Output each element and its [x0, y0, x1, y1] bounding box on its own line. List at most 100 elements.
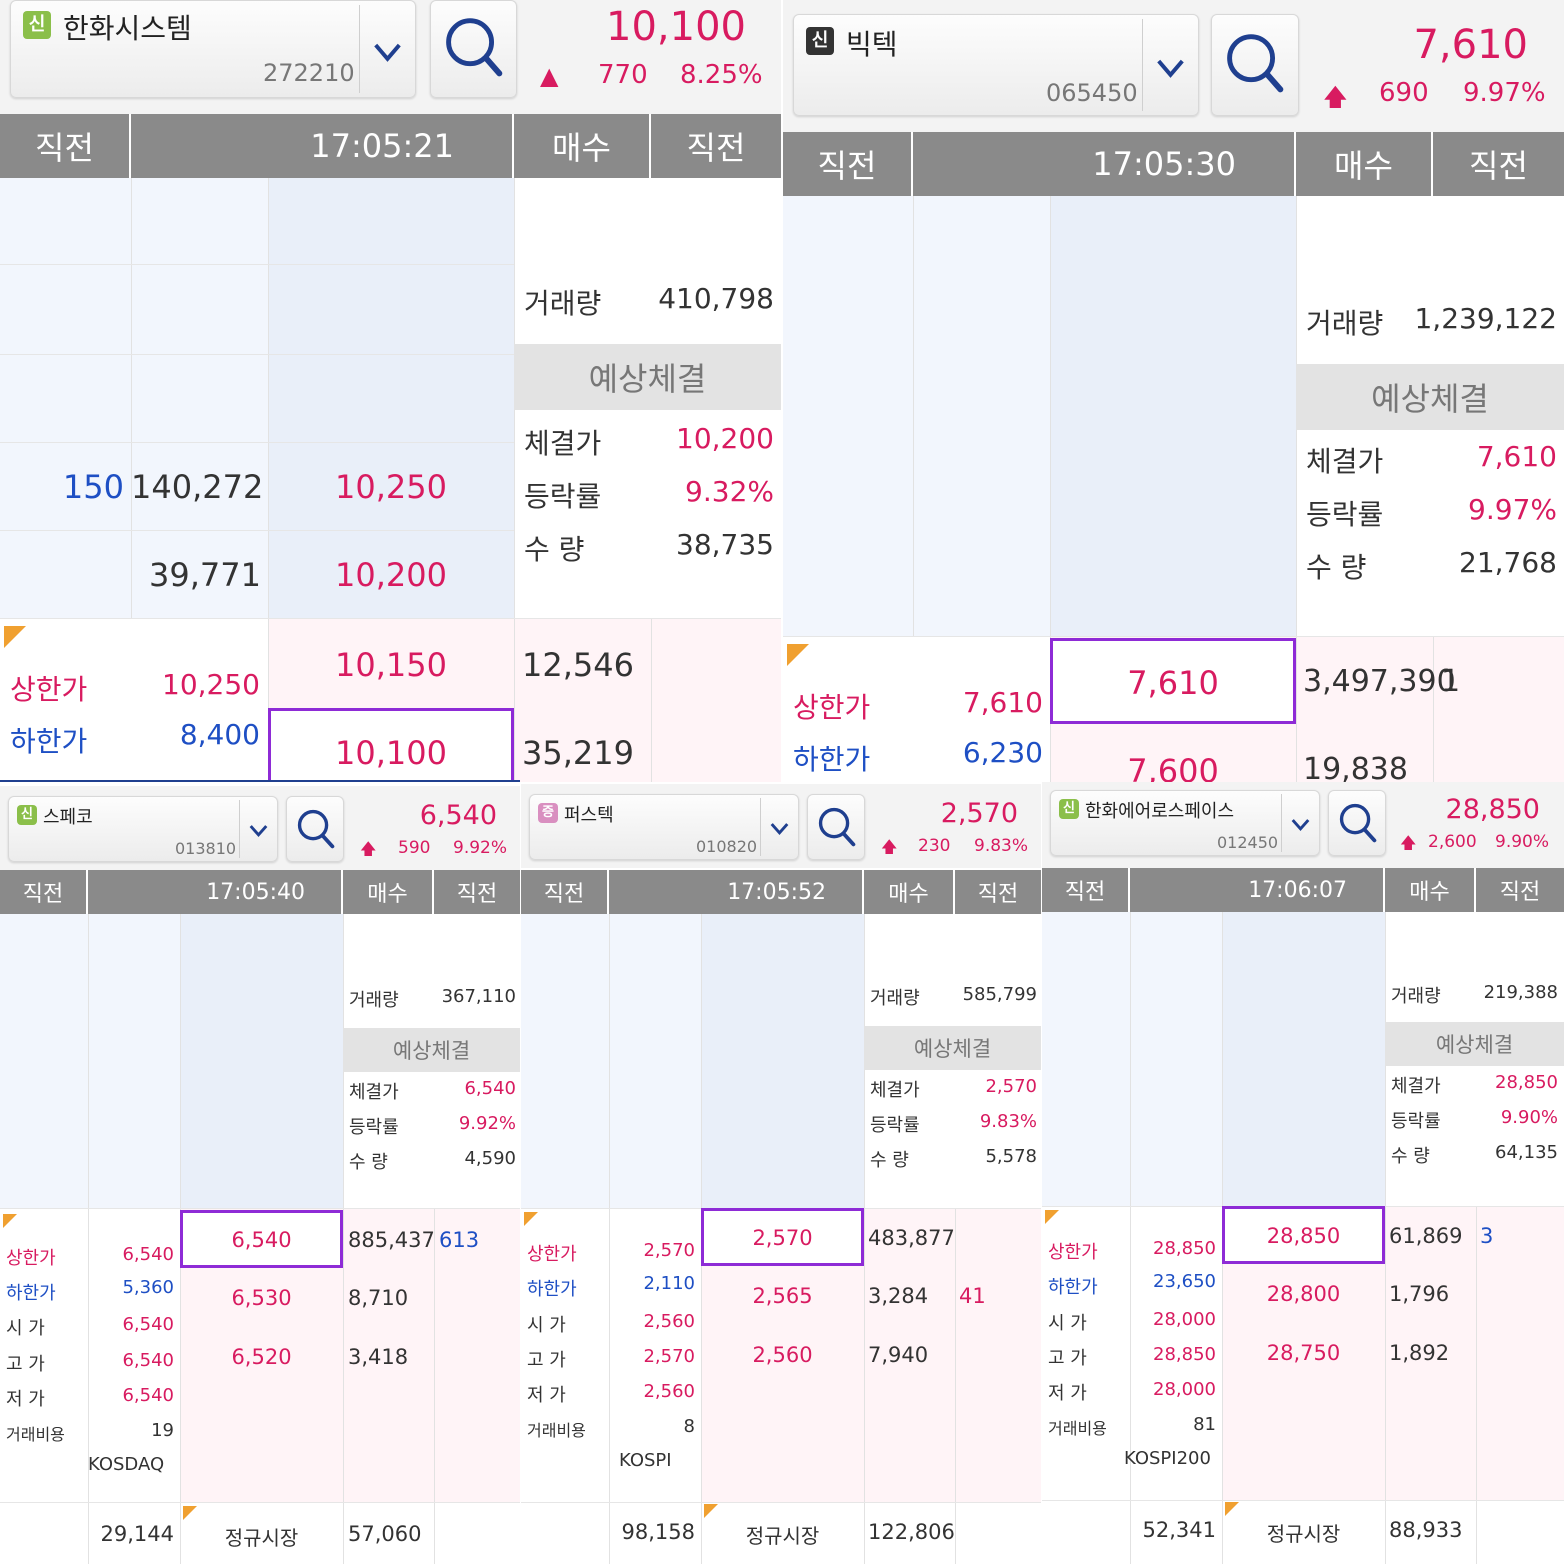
chevron-down-icon[interactable]	[1281, 794, 1319, 852]
bid-price[interactable]: 10,100	[335, 734, 447, 772]
bid-price[interactable]: 6,520	[231, 1345, 292, 1369]
bid-price[interactable]: 2,560	[752, 1343, 813, 1367]
info-label: 시 가	[1048, 1313, 1087, 1334]
exp-rate: 9.97%	[1468, 493, 1557, 526]
info-label: 하한가	[6, 1283, 56, 1304]
stock-header: 증 퍼스텍 010820 2,570 🡅 230 9.83%	[521, 784, 1041, 868]
stock-panel-1: 신 한화시스템 272210 10,100 ▲ 770 8.25% 직전 17:…	[0, 0, 781, 782]
current-price: 6,540	[419, 800, 497, 831]
bid-price[interactable]: 28,850	[1266, 1224, 1341, 1248]
info-value: 2,560	[643, 1311, 695, 1332]
exp-price: 28,850	[1495, 1072, 1558, 1093]
bid-total: 88,933	[1389, 1518, 1463, 1542]
info-value: 6,540	[122, 1314, 174, 1335]
chevron-down-icon[interactable]	[359, 5, 415, 93]
bid-qty: 19,838	[1303, 752, 1408, 782]
current-price-box[interactable]	[1050, 638, 1296, 724]
chevron-down-icon[interactable]	[1142, 19, 1198, 111]
bid-price[interactable]: 28,800	[1266, 1282, 1341, 1306]
corner-marker	[3, 1214, 17, 1228]
search-button[interactable]	[1328, 790, 1386, 856]
session-label: 정규시장	[1266, 1522, 1341, 1546]
credit-badge: 신	[17, 805, 37, 825]
bid-price[interactable]: 10,150	[335, 646, 447, 684]
exp-price: 10,200	[676, 422, 774, 455]
stock-code: 013810	[175, 839, 237, 858]
orderbook-column-header: 직전 17:05:52 매수 직전	[521, 870, 1041, 914]
bid-prev-qty: 1	[1441, 664, 1461, 699]
stock-code: 272210	[263, 59, 355, 87]
stock-name: 한화시스템	[63, 12, 192, 45]
bid-price[interactable]: 6,530	[231, 1286, 292, 1310]
exp-price: 7,610	[1476, 440, 1557, 473]
info-value: 19	[151, 1420, 174, 1441]
bid-qty: 1,796	[1389, 1282, 1450, 1306]
volume-label: 거래량	[349, 990, 399, 1011]
corner-marker	[704, 1504, 718, 1518]
search-button[interactable]	[1211, 14, 1299, 116]
exp-rate-label: 등락률	[870, 1115, 920, 1136]
bid-price[interactable]: 2,570	[752, 1226, 813, 1250]
market-label: KOSDAQ	[88, 1454, 165, 1475]
expected-title: 예상체결	[343, 1028, 520, 1072]
info-value: 23,650	[1153, 1271, 1216, 1292]
exp-qty-label: 수 량	[870, 1150, 909, 1171]
stock-selector[interactable]: 신 한화에어로스페이스 012450	[1050, 790, 1320, 856]
stock-selector[interactable]: 신 빅텍 065450	[793, 14, 1199, 116]
volume-label: 거래량	[524, 287, 602, 320]
upper-limit: 10,250	[162, 668, 260, 701]
current-price-box[interactable]	[701, 1208, 864, 1266]
change-rate: 9.90%	[1495, 832, 1550, 852]
col-prev2: 직전	[686, 129, 746, 167]
bid-price[interactable]: 2,565	[752, 1284, 813, 1308]
exp-price-label: 체결가	[1391, 1076, 1441, 1097]
search-icon	[1339, 803, 1377, 843]
stock-panel-5: 신 한화에어로스페이스 012450 28,850 🡅 2,600 9.90% …	[1042, 782, 1564, 1564]
bid-price[interactable]: 6,540	[231, 1228, 292, 1252]
expected-title: 예상체결	[514, 344, 781, 410]
stock-selector[interactable]: 신 스페코 013810	[8, 796, 278, 862]
info-value: 28,000	[1153, 1309, 1216, 1330]
ask-prev-qty: 150	[62, 468, 124, 506]
exp-qty: 4,590	[464, 1148, 516, 1169]
current-price-box[interactable]	[180, 1210, 343, 1268]
chevron-down-icon[interactable]	[760, 798, 798, 856]
ask-price[interactable]: 10,250	[335, 468, 447, 506]
ask-price[interactable]: 10,200	[335, 556, 447, 594]
current-price-box[interactable]	[1222, 1206, 1385, 1264]
exp-price-label: 체결가	[1306, 445, 1384, 478]
volume-value: 367,110	[441, 986, 516, 1007]
chevron-down-icon[interactable]	[239, 800, 277, 858]
ask-total: 98,158	[621, 1520, 695, 1544]
info-value: 8	[683, 1416, 695, 1437]
stock-panel-2: 신 빅텍 065450 7,610 🡅 690 9.97% 직전 17:05:3…	[783, 0, 1564, 782]
current-price-box[interactable]	[268, 708, 514, 782]
stock-header: 신 스페코 013810 6,540 🡅 590 9.92%	[0, 786, 520, 870]
search-button[interactable]	[430, 0, 517, 98]
bid-qty: 8,710	[348, 1286, 409, 1310]
search-icon	[297, 809, 335, 849]
info-value: 5,360	[122, 1277, 174, 1298]
corner-marker	[183, 1506, 197, 1520]
volume-value: 410,798	[658, 282, 774, 315]
up-arrow-icon: 🡅	[1400, 833, 1417, 852]
search-button[interactable]	[286, 796, 344, 862]
bid-price[interactable]: 28,750	[1266, 1341, 1341, 1365]
orderbook-body: 150 140,272 10,250 39,771 10,200 거래량 410…	[0, 178, 781, 782]
change-rate: 8.25%	[680, 60, 763, 90]
stock-panel-4: 증 퍼스텍 010820 2,570 🡅 230 9.83% 직전 17:05:…	[521, 784, 1041, 1564]
col-bid: 매수	[864, 870, 955, 914]
bid-qty: 61,869	[1389, 1224, 1463, 1248]
bid-price[interactable]: 7,610	[1127, 664, 1219, 702]
stock-name: 퍼스텍	[564, 805, 614, 826]
col-prev: 직전	[521, 870, 609, 914]
stock-header: 신 한화에어로스페이스 012450 28,850 🡅 2,600 9.90%	[1042, 782, 1564, 868]
exp-qty-label: 수 량	[349, 1152, 388, 1173]
bid-price[interactable]: 7,600	[1127, 752, 1219, 782]
stock-selector[interactable]: 신 한화시스템 272210	[10, 0, 416, 98]
volume-value: 585,799	[962, 984, 1037, 1005]
search-button[interactable]	[807, 794, 865, 860]
credit-badge: 신	[806, 27, 834, 55]
price-change: 2,600	[1428, 832, 1477, 852]
stock-selector[interactable]: 증 퍼스텍 010820	[529, 794, 799, 860]
